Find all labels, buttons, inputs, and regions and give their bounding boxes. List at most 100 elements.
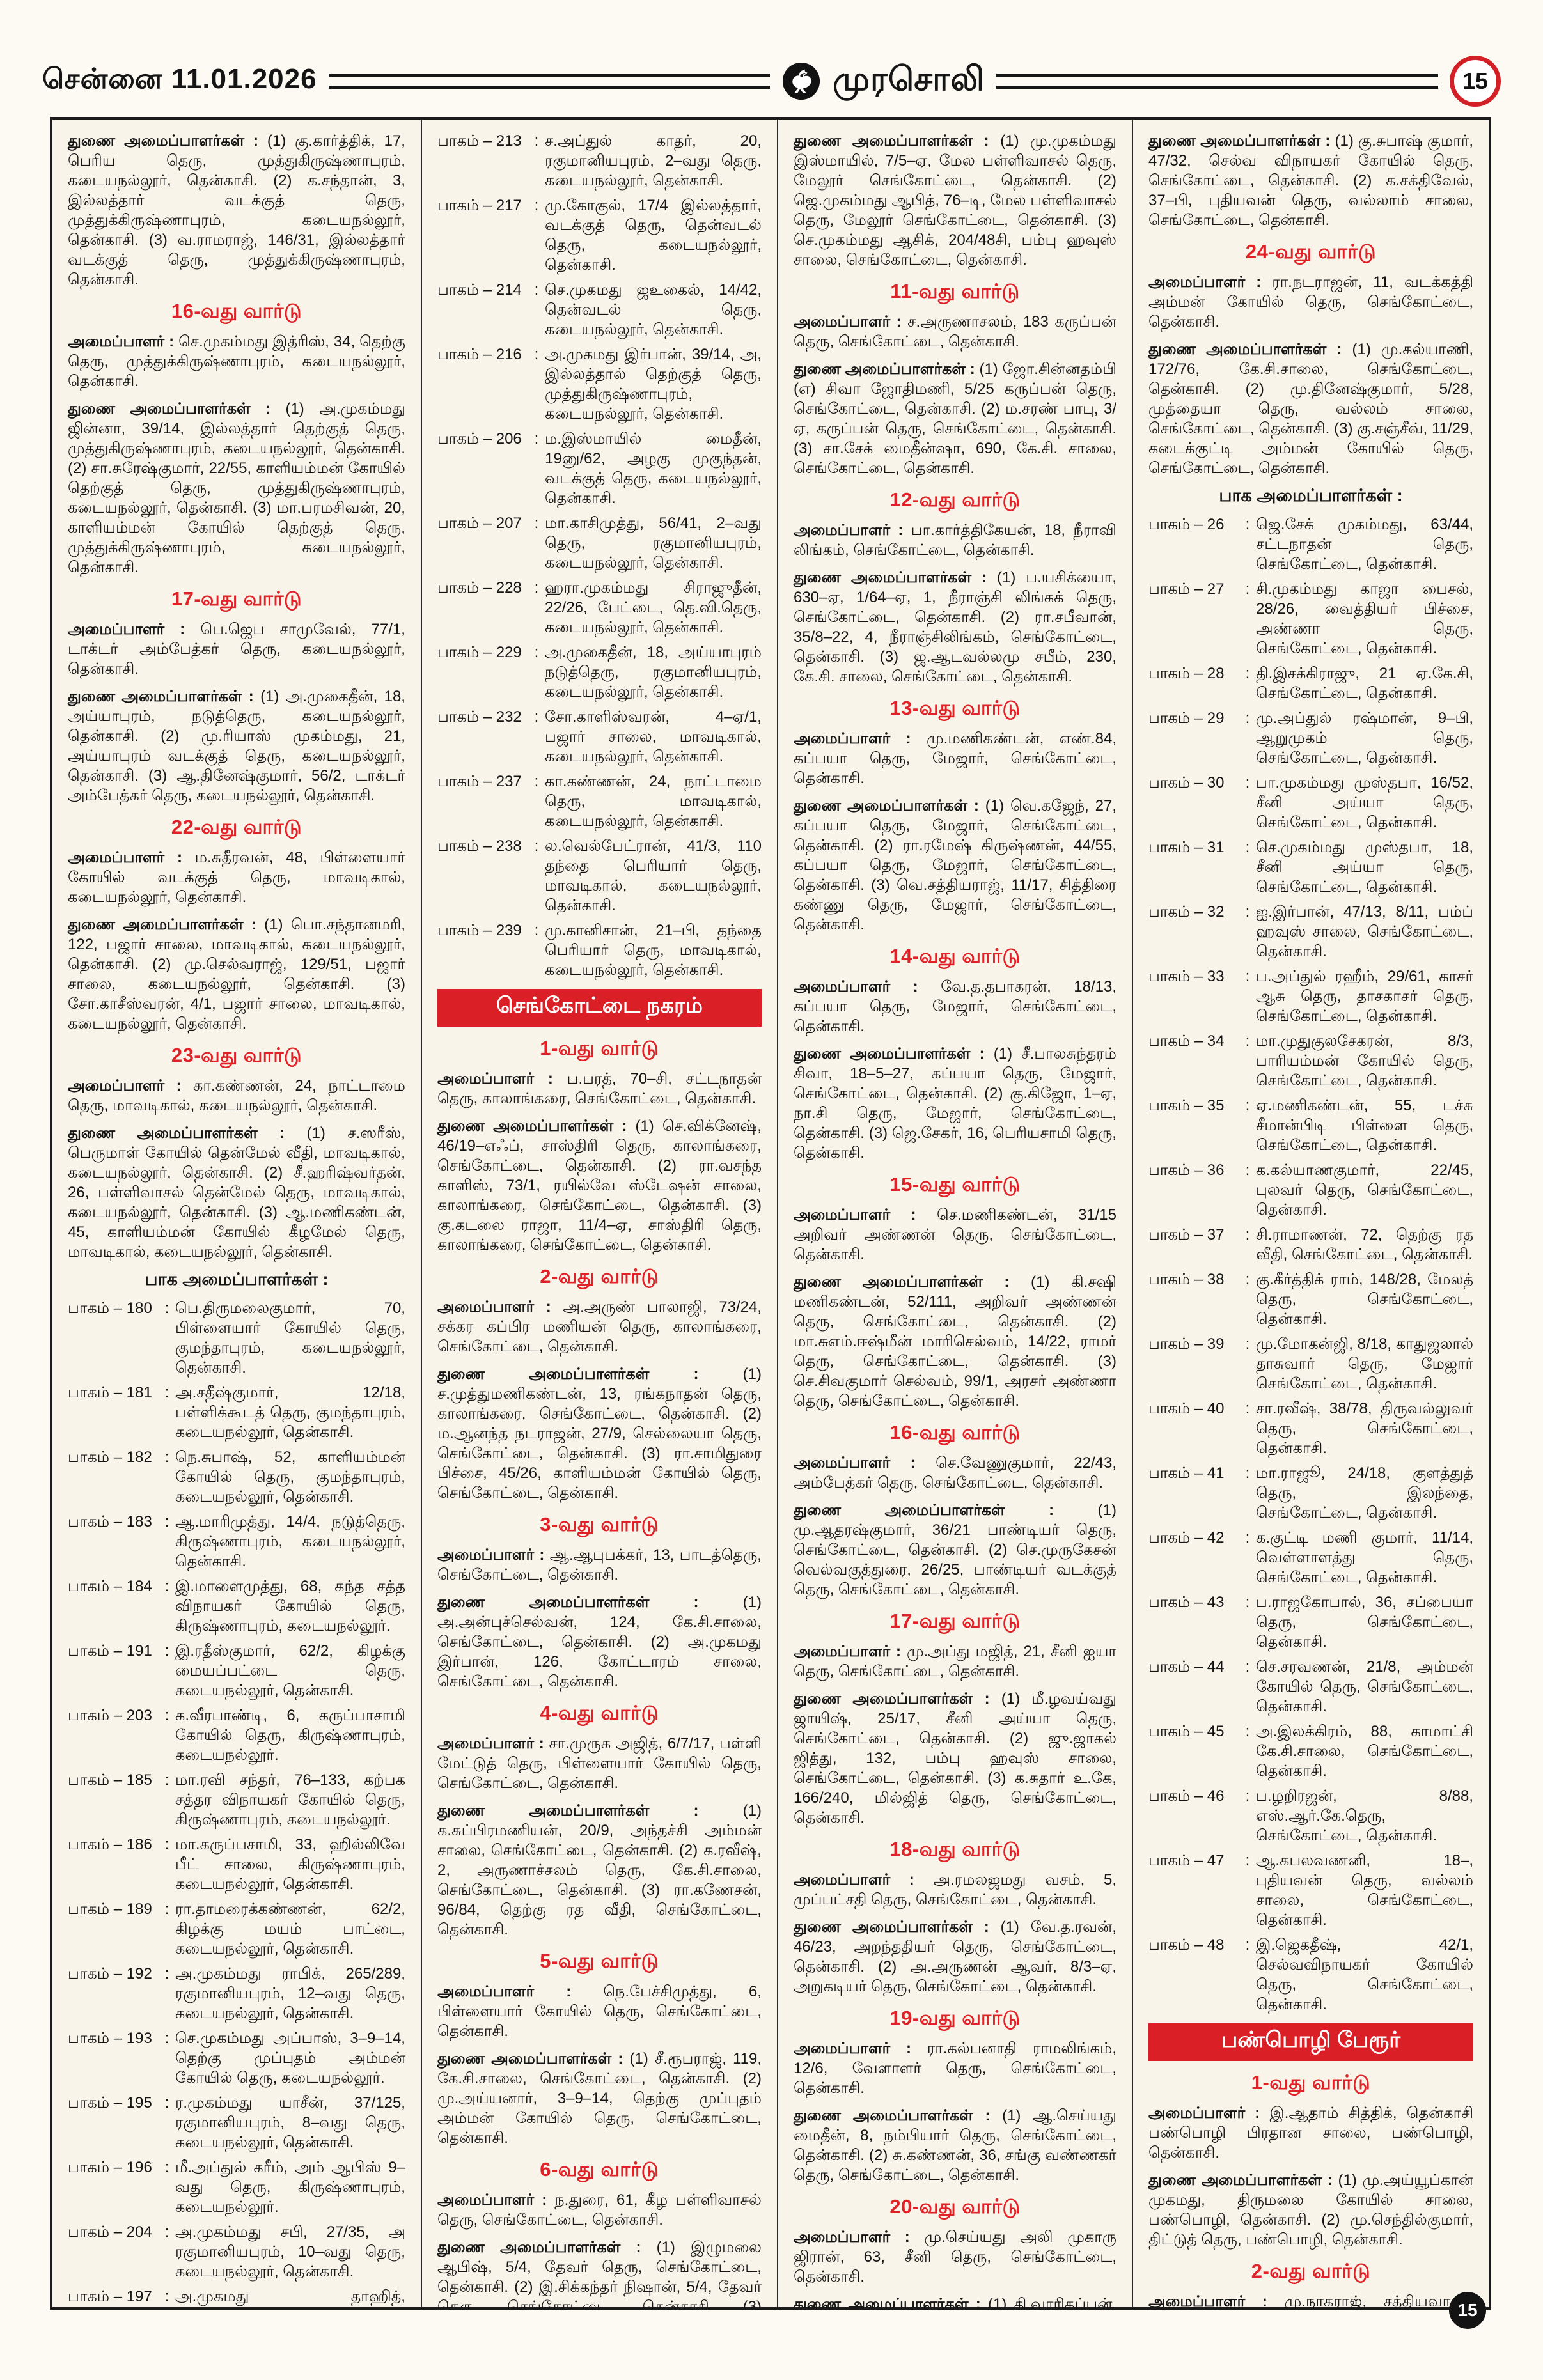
para-lead-label: அமைப்பாளர் : [437, 1735, 549, 1752]
para-lead-label: துணை அமைப்பாளர்கள் : [68, 1124, 307, 1142]
part-row: பாகம் – 33: ப.அப்துல் ரஹீம், 29/61, காசர்… [1148, 967, 1473, 1026]
part-colon: : [1245, 710, 1250, 727]
para-text: ஆ.ஆபுபக்கர், 13, பாடத்தெரு, செங்கோட்டை, … [437, 1546, 762, 1583]
para-lead-label: துணை அமைப்பாளர்கள் : [68, 916, 265, 933]
part-number: பாகம் – 229 [437, 644, 522, 661]
para-lead-label: துணை அமைப்பாளர்கள் : [793, 1045, 994, 1062]
page-date: சென்னை 11.01.2026 [42, 63, 317, 95]
para-lead-label: அமைப்பாளர் : [1148, 2293, 1285, 2307]
para-lead-label: துணை அமைப்பாளர்கள் : [793, 1918, 1001, 1936]
part-colon: : [534, 346, 539, 363]
part-row: பாகம் – 39: மு.மோகன்ஜி, 8/18, காதுஜலால் த… [1148, 1334, 1473, 1394]
part-number: பாகம் – 27 [1148, 580, 1225, 598]
deputy-organizers-para: துணை அமைப்பாளர்கள் : (1) வே.த.ரவன், 46/2… [794, 1917, 1116, 1996]
part-number: பாகம் – 32 [1148, 903, 1225, 921]
organizer-para: அமைப்பாளர் : சா.முருக அஜித், 6/7/17, பள்… [437, 1734, 762, 1793]
part-row: பாகம் – 41: மா.ராஜூ, 24/18, குளத்துத் தெர… [1148, 1463, 1473, 1523]
part-colon: : [534, 197, 539, 214]
para-lead-label: அமைப்பாளர் : [68, 1077, 194, 1094]
para-text: நெ.பேச்சிமுத்து, 6, பிள்ளையார் கோயில் தெ… [437, 1983, 762, 2040]
ward-header: 5-வது வார்டு [540, 1950, 659, 1972]
part-row: பாகம் – 189: ரா.தாமரைக்கண்ணன், 62/2, கிழக… [68, 1899, 405, 1959]
ward-header: 13-வது வார்டு [889, 697, 1021, 719]
para-text: (1) ப.யசிக்யைா, 630–ஏ, 1/64–ஏ, 1, நீராஞ்… [793, 569, 1116, 685]
organizer-para: அமைப்பாளர் : மு.செய்யது அலி முகாரு ஜிரான… [794, 2227, 1116, 2287]
part-row: பாகம் – 193: செ.முகம்மது அப்பாஸ், 3–9–14,… [68, 2028, 405, 2088]
deputy-organizers-para: துணை அமைப்பாளர்கள் : (1) கு.சுபாஷ் குமார… [1148, 131, 1473, 230]
column-panpoli: துணை அமைப்பாளர்கள் : (1) கு.சுபாஷ் குமார… [1133, 120, 1489, 2307]
para-text: ரா.நடராஜன், 11, வடக்கத்தி அம்மன் கோயில் … [1148, 274, 1473, 331]
part-row: பாகம் – 203: க.வீரபாண்டி, 6, கருப்பாசாமி … [68, 1706, 405, 1765]
deputy-organizers-para: துணை அமைப்பாளர்கள் : (1) வெ.கஜேந், 27, க… [794, 796, 1116, 935]
part-text: செ.முகம்மது அப்பாஸ், 3–9–14, தெற்கு முப்… [175, 2030, 405, 2087]
para-text: பெ.ஜெப சாமுவேல், 77/1, டாக்டர் அம்பேத்கர… [68, 621, 405, 678]
part-colon: : [164, 1771, 169, 1789]
para-lead-label: அமைப்பாளர் : [793, 2040, 927, 2057]
part-row: பாகம் – 217: மு.கோகுல், 17/4 இல்லத்தார், … [437, 196, 762, 275]
part-colon: : [534, 579, 539, 596]
part-text: மா.ரவி சந்தர், 76–133, கற்பக சத்தர விநாய… [175, 1771, 405, 1828]
ward-header: 3-வது வார்டு [540, 1513, 659, 1536]
para-text: (1) அ.அன்புச்செல்வன், 124, கே.சி.சாலை, ச… [437, 1594, 762, 1690]
part-colon: : [164, 2030, 169, 2047]
ward-header: 19-வது வார்டு [889, 2007, 1021, 2029]
part-colon: : [1245, 1529, 1250, 1546]
part-row: பாகம் – 182: நெ.சுபாஷ், 52, காளியம்மன் கோ… [68, 1447, 405, 1507]
part-text: அ.முகமது தாஹித், கிருஷ்ணாபுரம், கடையநல்ல… [175, 2288, 405, 2305]
para-text: (1) செ.விக்னேஷ், 46/19–எஃப், சாஸ்திரி தெ… [437, 1117, 762, 1254]
ward-header: 15-வது வார்டு [889, 1173, 1021, 1195]
part-number: பாகம் – 45 [1148, 1723, 1225, 1740]
para-lead-label: அமைப்பாளர் : [793, 313, 908, 331]
part-row: பாகம் – 206: ம.இஸ்மாயில் மைதீன், 19னு/62,… [437, 429, 762, 508]
part-number: பாகம் – 30 [1148, 774, 1225, 791]
para-lead-label: துணை அமைப்பாளர்கள் : [793, 1273, 1031, 1291]
part-colon: : [164, 1513, 169, 1530]
part-organizers-heading: பாக அமைப்பாளர்கள் : [145, 1270, 329, 1289]
part-row: பாகம் – 27: சி.முகம்மது காஜா பைசல், 28/26… [1148, 579, 1473, 658]
part-row: பாகம் – 48: இ.ஜெகதீஷ், 42/1, செல்வவிநாயகர… [1148, 1935, 1473, 2014]
part-row: பாகம் – 229: அ.முகைதீன், 18, அய்யாபுரம் ந… [437, 642, 762, 702]
part-number: பாகம் – 35 [1148, 1097, 1225, 1114]
part-row: பாகம் – 239: மு.கானிசான், 21–பி, தந்தை பெ… [437, 921, 762, 980]
para-lead-label: துணை அமைப்பாளர்கள் : [437, 2050, 630, 2067]
para-text: (1) இழுமலை ஆபிஷ், 5/4, தேவர் தெரு, செங்க… [437, 2239, 762, 2307]
ward-header: 20-வது வார்டு [889, 2195, 1021, 2218]
organizer-para: அமைப்பாளர் : பெ.ஜெப சாமுவேல், 77/1, டாக்… [68, 619, 405, 679]
para-text: மு.மணிகண்டன், எண்.84, கப்பயா தெரு, மேஜார… [793, 730, 1116, 787]
part-colon: : [164, 2288, 169, 2305]
part-colon: : [534, 708, 539, 726]
part-number: பாகம் – 33 [1148, 968, 1225, 985]
part-colon: : [1245, 516, 1250, 533]
para-lead-label: துணை அமைப்பாளர்கள் : [437, 1365, 743, 1383]
para-text: (1) கு.கார்த்திக், 17, பெரிய தெரு, முத்த… [68, 132, 405, 288]
deputy-organizers-para: துணை அமைப்பாளர்கள் : (1) மீ.ழவய்வது ஜாயி… [794, 1689, 1116, 1828]
part-row: பாகம் – 30: பா.முகம்மது முஸ்தபா, 16/52, ச… [1148, 773, 1473, 832]
part-text: மா.முதுகுலசேகரன், 8/3, பாரியம்மன் கோயில்… [1256, 1032, 1473, 1089]
part-number: பாகம் – 207 [437, 515, 522, 532]
part-row: பாகம் – 237: கா.கண்ணன், 24, நாட்டாமை தெரு… [437, 772, 762, 831]
ward-header: 4-வது வார்டு [540, 1702, 659, 1724]
part-number: பாகம் – 203 [68, 1707, 152, 1724]
part-number: பாகம் – 46 [1148, 1787, 1225, 1805]
part-colon: : [1245, 1658, 1250, 1676]
part-number: பாகம் – 181 [68, 1384, 152, 1401]
part-colon: : [1245, 1787, 1250, 1805]
deputy-organizers-para: துணை அமைப்பாளர்கள் : (1) அ.முகம்மது ஜின்… [68, 399, 405, 577]
part-text: ப.அப்துல் ரஹீம், 29/61, காசர் ஆசு தெரு, … [1256, 968, 1473, 1025]
para-text: ம.சுதீரவன், 48, பிள்ளையார் கோயில் வடக்கு… [68, 849, 405, 906]
content-box: துணை அமைப்பாளர்கள் : (1) கு.கார்த்திக், … [50, 117, 1491, 2310]
part-row: பாகம் – 35: ஏ.மணிகண்டன், 55, டச்சு சீமான்… [1148, 1096, 1473, 1155]
para-lead-label: துணை அமைப்பாளர்கள் : [793, 569, 997, 586]
part-text: பெ.திருமலைகுமார், 70, பிள்ளையார் கோயில் … [175, 1300, 405, 1376]
ward-header: 24-வது வார்டு [1245, 240, 1377, 263]
para-text: (1) ச.ஸரீஸ், பெருமாள் கோயில் தென்மேல் வீ… [68, 1124, 405, 1261]
part-text: அ.முகம்மது சபி, 27/35, அ ரகுமானியபுரம், … [175, 2223, 405, 2280]
organizer-para: அமைப்பாளர் : ப.பரத், 70–சி, சட்டநாதன் தெ… [437, 1069, 762, 1108]
ward-header: 2-வது வார்டு [1251, 2260, 1371, 2282]
part-colon: : [534, 837, 539, 855]
deputy-organizers-para: துணை அமைப்பாளர்கள் : (1) சீ.ரூபராஜ், 119… [437, 2049, 762, 2148]
part-colon: : [1245, 774, 1250, 791]
part-colon: : [1245, 1852, 1250, 1869]
ward-header: 2-வது வார்டு [540, 1265, 659, 1287]
part-row: பாகம் – 46: ப.ழறிரஜன், 8/88, எஸ்.ஆர்.கே.த… [1148, 1786, 1473, 1846]
